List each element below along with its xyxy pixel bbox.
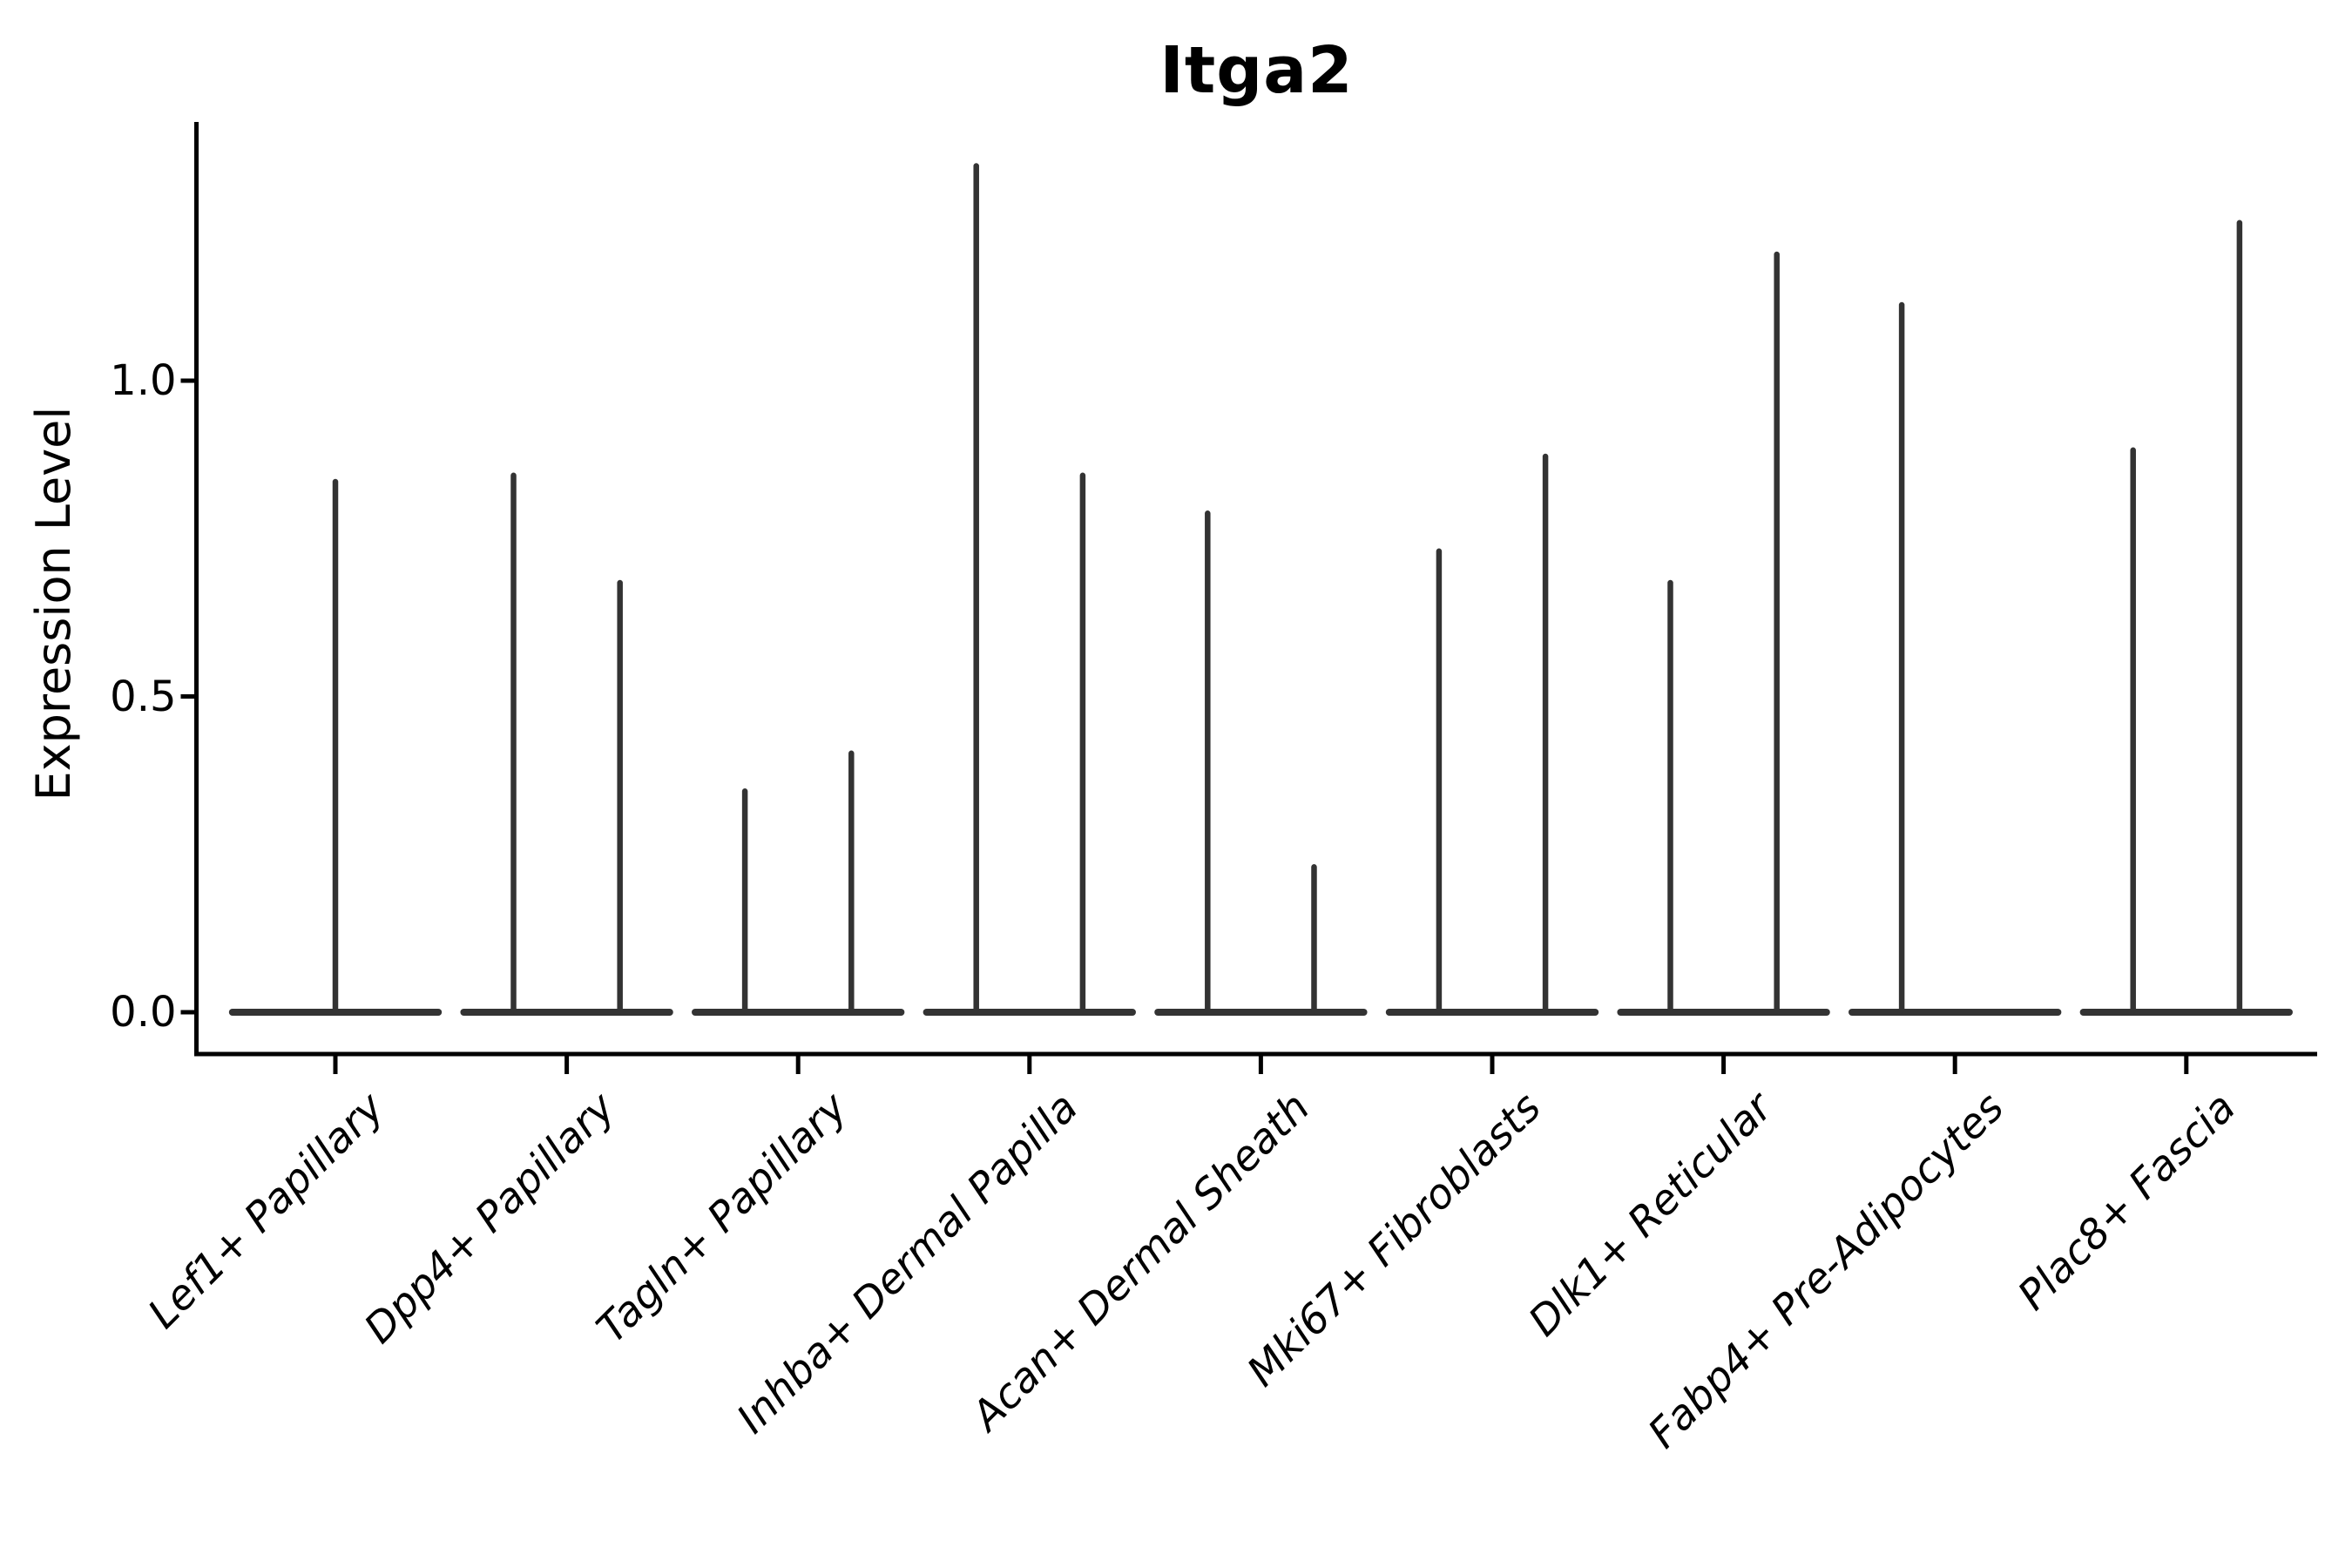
violin-base: [1154, 1009, 1368, 1016]
y-tick-label: 0.5: [110, 672, 177, 721]
violin-base: [1848, 1009, 2062, 1016]
violin-base: [460, 1009, 673, 1016]
y-tick-label: 1.0: [110, 356, 177, 405]
violin-base: [692, 1009, 905, 1016]
violin-base: [1385, 1009, 1599, 1016]
y-tick-label: 0.0: [110, 988, 177, 1037]
plot-title: Itga2: [1159, 33, 1354, 108]
violin-base: [1617, 1009, 1830, 1016]
violin-base: [923, 1009, 1136, 1016]
violin-base: [2079, 1009, 2293, 1016]
